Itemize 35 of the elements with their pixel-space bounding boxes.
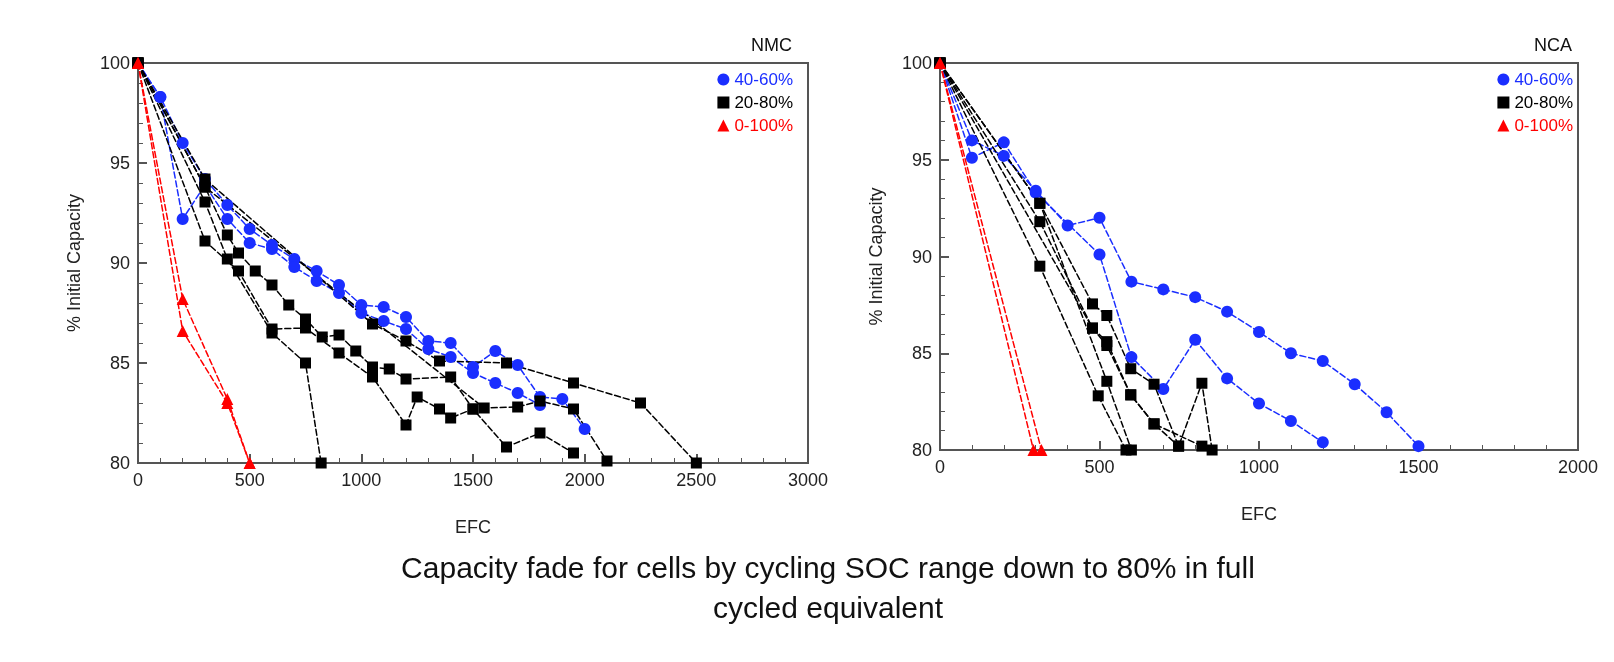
y-tick-label: 95 [911,149,932,170]
legend-label: 0-100% [1514,116,1574,135]
y-tick-label: 85 [911,343,932,364]
x-tick-label: 500 [234,470,265,490]
x-tick-label: 2500 [676,470,717,490]
x-tick-label: 1500 [1398,457,1439,477]
x-tick-label: 1500 [452,470,494,490]
legend-label: 40-60% [734,70,794,89]
legend-label: 20-80% [1514,93,1574,112]
x-tick-label: 2000 [564,470,605,490]
legend-label: 40-60% [1514,70,1574,89]
legend-title: NMC [751,35,793,55]
y-tick-label: 100 [99,53,130,73]
y-tick-label: 95 [109,153,130,173]
legend-title: NCA [1534,35,1573,55]
x-tick-label: 1000 [1238,457,1280,477]
y-axis-title: % Initial Capacity [866,187,886,326]
x-axis-title: EFC [455,517,491,537]
y-tick-label: 80 [911,440,932,460]
legend-label: 0-100% [734,116,794,135]
legend-label: 20-80% [734,93,794,112]
y-tick-label: 90 [911,246,932,267]
y-tick-label: 80 [109,453,130,473]
x-tick-label: 1000 [341,470,382,490]
y-tick-label: 100 [901,53,932,73]
x-tick-label: 500 [1084,457,1115,477]
x-tick-label: 0 [132,470,144,490]
x-tick-label: 2000 [1557,457,1599,477]
y-tick-label: 90 [109,253,130,273]
text: Capacity fade for cells by cycling SOC range down to 80% in full cycled equivalent [400,550,1256,626]
x-axis-title: EFC [1241,504,1277,524]
x-tick-label: 3000 [787,470,829,490]
x-tick-label: 0 [934,457,946,477]
y-axis-title: % Initial Capacity [64,193,84,333]
y-tick-label: 85 [109,353,130,373]
